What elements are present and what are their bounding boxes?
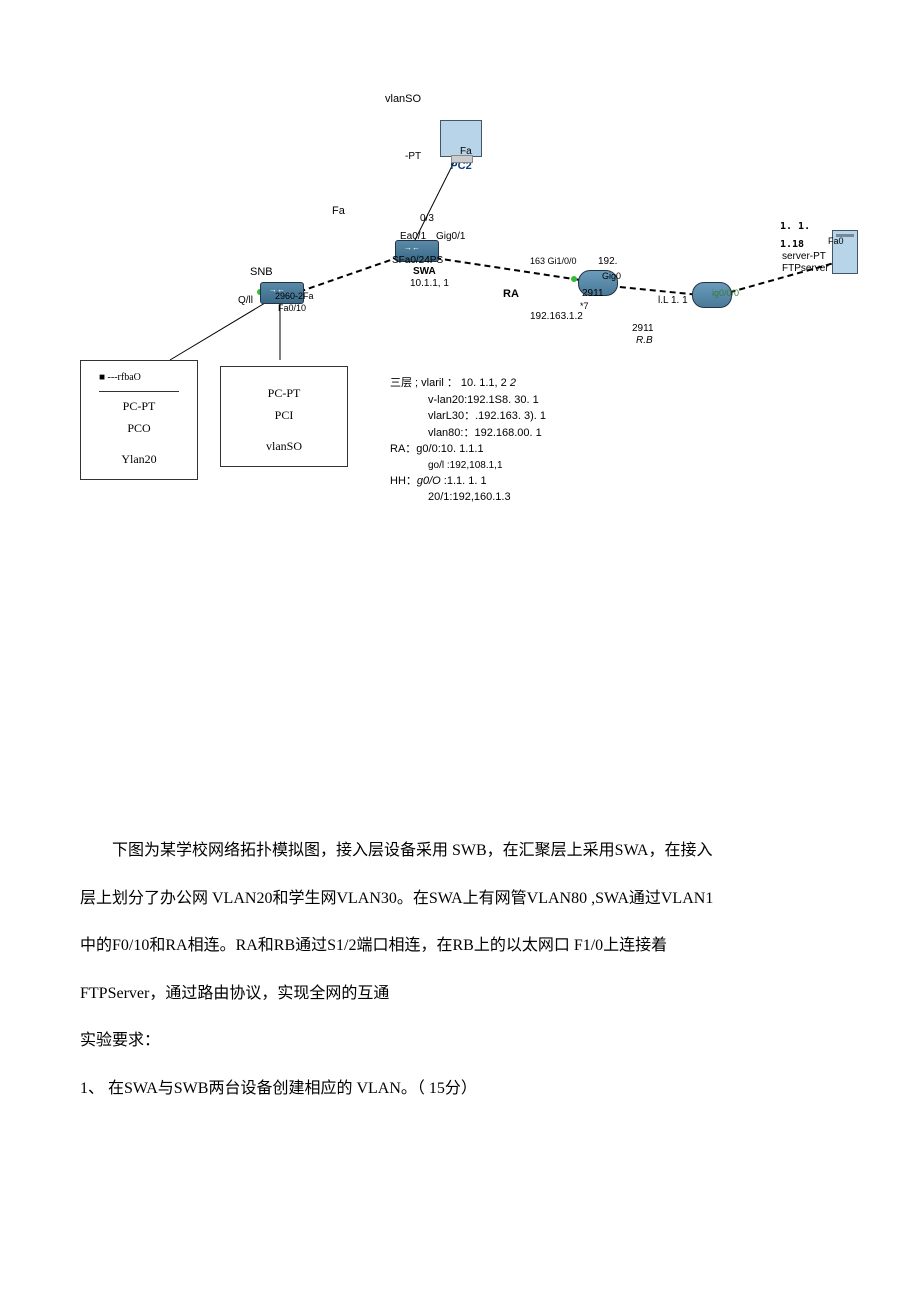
label-fa: Fa bbox=[332, 202, 345, 222]
label-rb-iface: ig0/0/0 bbox=[712, 285, 739, 301]
addr-l5: RA：g0/0:10. 1.1.1 bbox=[390, 441, 546, 458]
label-ea01: Ea0/1 bbox=[400, 228, 426, 246]
addr-l4: vlan80:：192.168.00. 1 bbox=[390, 425, 546, 442]
label-swa-ip: 10.1.1, 1 bbox=[410, 275, 449, 293]
req-title: 实验要求： bbox=[80, 1020, 840, 1062]
box-pc0-body: PC-PT PCO Ylan20 bbox=[99, 391, 179, 471]
addr-l8: 20/1:192,160.1.3 bbox=[390, 489, 546, 506]
box-pc0-pco: PCO bbox=[99, 418, 179, 440]
label-ra-ip: 192.163.1.2 bbox=[530, 308, 583, 326]
para-1d: FTPServer，通过路由协议，实现全网的互通 bbox=[80, 973, 840, 1015]
box-pc1-pci: PCI bbox=[239, 405, 329, 427]
label-fa-pc2: Fa bbox=[460, 143, 472, 161]
req-1: 1、 在SWA与SWB两台设备创建相应的 VLAN。（ 15分） bbox=[80, 1068, 840, 1110]
box-pc1: PC-PT PCI vlanSO bbox=[220, 366, 348, 467]
addr-l2: v-lan20:192.1S8. 30. 1 bbox=[390, 392, 546, 409]
address-block: 三层 ; vlaril ： 10. 1.1, 2 2 v-lan20:192.1… bbox=[390, 375, 546, 506]
label-vlanso-top: vlanSO bbox=[385, 90, 421, 110]
addr-l6: go/l :192,108.1,1 bbox=[390, 458, 546, 473]
box-pc0-hdr: ■ ---rfbaO bbox=[99, 369, 179, 387]
label-pt: -PT bbox=[405, 148, 421, 166]
addr-l1: 三层 ; vlaril ： 10. 1.1, 2 2 bbox=[390, 375, 546, 392]
label-server-name: FTPserver bbox=[782, 260, 829, 278]
para-1c: 中的F0/10和RA相连。RA和RB通过S1/2端口相连，在RB上的以太网口 F… bbox=[80, 925, 840, 967]
box-pc0-pcpt: PC-PT bbox=[99, 396, 179, 418]
topology-diagram: vlanSO PC2 -PT Fa Fa 0/3 Ea0/1 Gig0/1 SF… bbox=[80, 70, 840, 550]
box-pc1-vlan: vlanSO bbox=[239, 436, 329, 458]
para-1a: 下图为某学校网络拓扑模拟图，接入层设备采用 SWB，在汇聚层上采用SWA，在接入 bbox=[80, 830, 840, 872]
label-snb: SNB bbox=[250, 263, 273, 283]
label-qll: Q/ll bbox=[238, 292, 253, 310]
label-fa010: Fa0/10 bbox=[278, 300, 306, 316]
label-ra: RA bbox=[503, 285, 519, 305]
para-1b: 层上划分了办公网 VLAN20和学生网VLAN30。在SWA上有网管VLAN80… bbox=[80, 878, 840, 920]
label-ra-iface: 163 Gi1/0/0 bbox=[530, 253, 577, 269]
label-rb: R.B bbox=[636, 332, 653, 350]
label-gig01: Gig0/1 bbox=[436, 228, 465, 246]
addr-l7: HH：g0/O :1.1. 1. 1 bbox=[390, 473, 546, 490]
box-pc0: ■ ---rfbaO PC-PT PCO Ylan20 bbox=[80, 360, 198, 480]
box-pc1-pcpt: PC-PT bbox=[239, 383, 329, 405]
addr-l3: vlarL30：.192.163. 3). 1 bbox=[390, 408, 546, 425]
label-server-fa0: Fa0 bbox=[828, 233, 844, 249]
label-gig0: Gig0 bbox=[602, 268, 621, 284]
box-pc0-vlan: Ylan20 bbox=[99, 449, 179, 471]
label-fa03: 0/3 bbox=[420, 210, 434, 228]
label-ll11: l.L 1. 1 bbox=[658, 292, 688, 310]
body-text: 下图为某学校网络拓扑模拟图，接入层设备采用 SWB，在汇聚层上采用SWA，在接入… bbox=[80, 830, 840, 1110]
